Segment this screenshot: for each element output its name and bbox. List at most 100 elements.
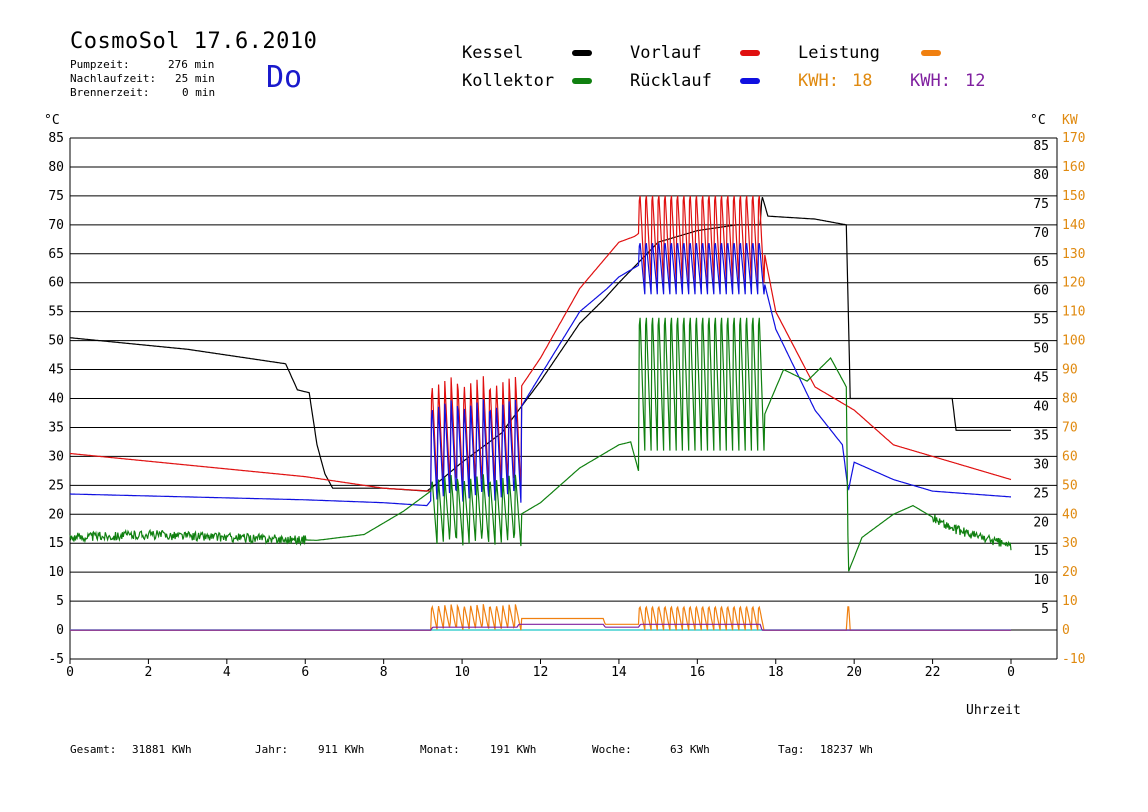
kwh-orange-value: 18: [852, 71, 873, 91]
y-tick-right-temp: 45: [1033, 371, 1049, 386]
footer-monat-label: Monat:: [420, 743, 460, 756]
legend-kessel-swatch: [572, 50, 592, 56]
footer-gesamt-label: Gesamt:: [70, 743, 117, 756]
series-r-cklauf: [70, 243, 1011, 507]
y-tick-right-power: 150: [1062, 189, 1085, 204]
y-tick-right-power: -10: [1062, 652, 1085, 667]
y-tick-right-temp: 5: [1041, 602, 1049, 617]
y-tick-right-power: 130: [1062, 247, 1085, 262]
y-tick-right-power: 40: [1062, 507, 1078, 522]
x-tick-label: 14: [611, 665, 627, 680]
y-tick-right-temp: 10: [1033, 573, 1049, 588]
x-tick-label: 22: [925, 665, 941, 680]
y-tick-right-temp: 40: [1033, 400, 1049, 415]
x-tick-label: 18: [768, 665, 784, 680]
y-tick-left: 10: [48, 565, 64, 580]
y-tick-right-temp: 85: [1033, 139, 1049, 154]
footer-tag-value: 18237 Wh: [820, 743, 873, 756]
legend-kollektor-swatch: [572, 78, 592, 84]
legend-leistung-label: Leistung: [798, 43, 880, 63]
y-tick-right-power: 50: [1062, 478, 1078, 493]
y-unit-left: °C: [44, 113, 60, 128]
series-vorlauf: [69, 195, 1012, 492]
y-tick-left: 75: [48, 189, 64, 204]
y-tick-right-temp: 65: [1033, 255, 1049, 270]
kwh-purple-label: KWH:: [910, 71, 951, 91]
y-tick-left: 20: [48, 507, 64, 522]
y-tick-left: 45: [48, 363, 64, 378]
y-tick-left: 25: [48, 478, 64, 493]
y-tick-left: 55: [48, 305, 64, 320]
y-tick-right-power: 0: [1062, 623, 1070, 638]
y-tick-right-temp: 30: [1033, 457, 1049, 472]
y-tick-left: 15: [48, 536, 64, 551]
x-tick-label: 8: [380, 665, 388, 680]
kwh-orange-label: KWH:: [798, 71, 839, 91]
y-tick-right-power: 140: [1062, 218, 1085, 233]
y-tick-right-temp: 35: [1033, 428, 1049, 443]
legend-leistung-swatch: [921, 50, 941, 56]
x-axis-label: Uhrzeit: [966, 703, 1021, 718]
y-tick-right-temp: 80: [1033, 168, 1049, 183]
y-tick-right-power: 10: [1062, 594, 1078, 609]
y-tick-left: -5: [48, 652, 64, 667]
series-kollektor: [69, 317, 1012, 572]
y-tick-right-power: 30: [1062, 536, 1078, 551]
x-tick-label: 4: [223, 665, 231, 680]
x-tick-label: 20: [846, 665, 862, 680]
stat-pumpzeit-value: 276 min: [168, 58, 215, 71]
y-tick-left: 65: [48, 247, 64, 262]
y-tick-right-power: 110: [1062, 305, 1085, 320]
x-tick-label: 12: [533, 665, 549, 680]
y-tick-right-temp: 50: [1033, 342, 1049, 357]
legend-vorlauf-swatch: [740, 50, 760, 56]
stat-nachlaufzeit-label: Nachlaufzeit:: [70, 72, 157, 85]
y-tick-right-power: 80: [1062, 392, 1078, 407]
y-tick-left: 5: [56, 594, 64, 609]
y-tick-right-temp: 55: [1033, 313, 1049, 328]
stat-nachlaufzeit-value: 25 min: [175, 72, 215, 85]
stat-pumpzeit-label: Pumpzeit:: [70, 58, 130, 71]
x-tick-label: 16: [690, 665, 706, 680]
chart-title: CosmoSol 17.6.2010: [70, 29, 318, 54]
y-tick-right-power: 120: [1062, 276, 1085, 291]
y-tick-right-power: 100: [1062, 334, 1085, 349]
footer-tag-label: Tag:: [778, 743, 805, 756]
x-tick-label: 2: [145, 665, 153, 680]
footer-monat-value: 191 KWh: [490, 743, 537, 756]
y-tick-right-power: 160: [1062, 160, 1085, 175]
y-tick-right-power: 70: [1062, 420, 1078, 435]
y-tick-right-temp: 70: [1033, 226, 1049, 241]
series-layer: [69, 195, 1012, 631]
y-tick-right-temp: 25: [1033, 486, 1049, 501]
y-unit-right-temp: °C: [1030, 113, 1046, 128]
footer-gesamt-value: 31881 KWh: [132, 743, 192, 756]
kwh-purple-value: 12: [965, 71, 986, 91]
y-tick-right-power: 60: [1062, 449, 1078, 464]
y-tick-left: 60: [48, 276, 64, 291]
y-tick-left: 0: [56, 623, 64, 638]
footer-jahr-label: Jahr:: [255, 743, 289, 756]
stat-brennerzeit-label: Brennerzeit:: [70, 86, 150, 99]
footer-woche-value: 63 KWh: [670, 743, 710, 756]
x-tick-label: 10: [454, 665, 470, 680]
y-tick-right-temp: 20: [1033, 515, 1049, 530]
y-tick-left: 80: [48, 160, 64, 175]
legend-kessel-label: Kessel: [462, 43, 524, 63]
y-tick-right-power: 170: [1062, 131, 1085, 146]
y-tick-left: 30: [48, 449, 64, 464]
y-tick-left: 50: [48, 334, 64, 349]
y-tick-left: 40: [48, 392, 64, 407]
y-tick-right-temp: 15: [1033, 544, 1049, 559]
footer-jahr-value: 911 KWh: [318, 743, 365, 756]
y-tick-left: 70: [48, 218, 64, 233]
y-tick-right-temp: 75: [1033, 197, 1049, 212]
x-tick-label: 0: [1007, 665, 1015, 680]
y-unit-right-power: KW: [1062, 113, 1078, 128]
legend-ruecklauf-swatch: [740, 78, 760, 84]
series-leistung: [70, 603, 1011, 631]
legend-vorlauf-label: Vorlauf: [630, 43, 702, 63]
x-tick-label: 0: [66, 665, 74, 680]
tick-layer: 8580757065605550454035302520151050-58580…: [48, 131, 1085, 680]
